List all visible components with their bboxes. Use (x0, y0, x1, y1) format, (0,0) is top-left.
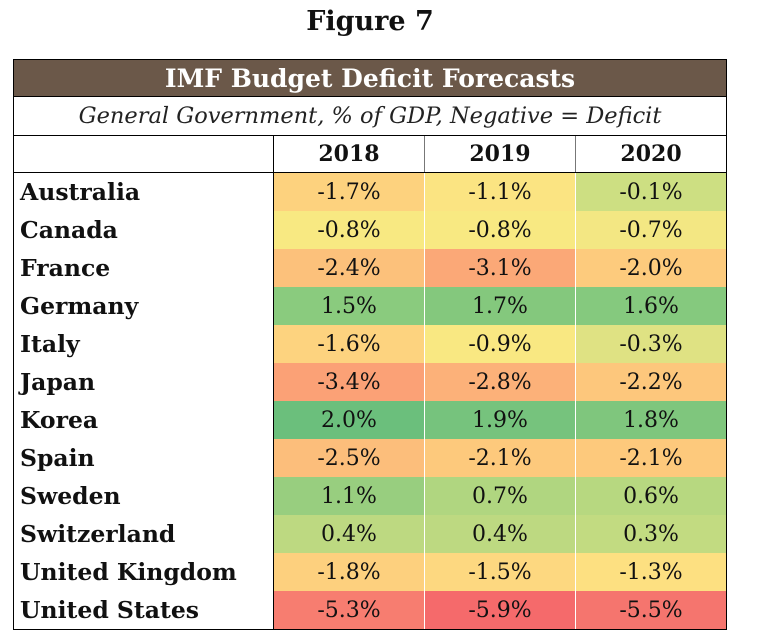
value-cell: -2.1% (575, 439, 728, 477)
value-cell: -0.7% (575, 211, 728, 249)
table-title-row: IMF Budget Deficit Forecasts (12, 59, 728, 97)
value-cell: -0.8% (424, 211, 576, 249)
value-cell: -3.1% (424, 249, 576, 287)
value-cell: 1.1% (273, 477, 425, 515)
value-cell: -2.4% (273, 249, 425, 287)
value-cell: 1.9% (424, 401, 576, 439)
value-cell: -0.9% (424, 325, 576, 363)
value-cell: -2.8% (424, 363, 576, 401)
deficit-forecast-table: IMF Budget Deficit Forecasts General Gov… (12, 59, 728, 630)
table-row: United Kingdom -1.8% -1.5% -1.3% (13, 553, 728, 591)
value-cell: -5.3% (273, 591, 425, 630)
value-cell: 2.0% (273, 401, 425, 439)
value-cell: 1.6% (575, 287, 728, 325)
value-cell: -5.9% (424, 591, 576, 630)
table-row: Canada -0.8% -0.8% -0.7% (13, 211, 728, 249)
header-blank-cell (13, 135, 274, 173)
table-row: Spain -2.5% -2.1% -2.1% (13, 439, 728, 477)
value-cell: -0.3% (575, 325, 728, 363)
country-cell: Korea (13, 401, 274, 439)
value-cell: -1.3% (575, 553, 728, 591)
country-cell: Italy (13, 325, 274, 363)
value-cell: -5.5% (575, 591, 728, 630)
country-cell: Japan (13, 363, 274, 401)
table-row: Italy -1.6% -0.9% -0.3% (13, 325, 728, 363)
value-cell: -2.5% (273, 439, 425, 477)
value-cell: 0.4% (424, 515, 576, 553)
country-cell: Sweden (13, 477, 274, 515)
table-title: IMF Budget Deficit Forecasts (12, 59, 728, 97)
value-cell: -3.4% (273, 363, 425, 401)
value-cell: -2.1% (424, 439, 576, 477)
value-cell: -2.0% (575, 249, 728, 287)
table-subtitle-row: General Government, % of GDP, Negative =… (12, 96, 728, 136)
country-cell: United States (13, 591, 274, 630)
value-cell: 1.5% (273, 287, 425, 325)
value-cell: -1.8% (273, 553, 425, 591)
figure-label: Figure 7 (306, 6, 434, 37)
value-cell: -1.6% (273, 325, 425, 363)
value-cell: 0.6% (575, 477, 728, 515)
value-cell: 0.3% (575, 515, 728, 553)
table-row: United States -5.3% -5.9% -5.5% (13, 591, 728, 630)
table-row: Sweden 1.1% 0.7% 0.6% (13, 477, 728, 515)
country-cell: Australia (13, 172, 274, 211)
value-cell: -1.7% (273, 172, 425, 211)
table-row: Japan -3.4% -2.8% -2.2% (13, 363, 728, 401)
country-cell: France (13, 249, 274, 287)
value-cell: -1.5% (424, 553, 576, 591)
country-cell: Switzerland (13, 515, 274, 553)
deficit-table-wrapper: IMF Budget Deficit Forecasts General Gov… (12, 59, 728, 630)
country-cell: Canada (13, 211, 274, 249)
table-row: Korea 2.0% 1.9% 1.8% (13, 401, 728, 439)
table-row: France -2.4% -3.1% -2.0% (13, 249, 728, 287)
value-cell: -2.2% (575, 363, 728, 401)
country-cell: Spain (13, 439, 274, 477)
year-header-2019: 2019 (424, 135, 576, 173)
table-row: Switzerland 0.4% 0.4% 0.3% (13, 515, 728, 553)
table-subtitle: General Government, % of GDP, Negative =… (12, 96, 728, 136)
value-cell: 0.7% (424, 477, 576, 515)
year-header-2020: 2020 (575, 135, 728, 173)
year-header-2018: 2018 (273, 135, 425, 173)
country-cell: United Kingdom (13, 553, 274, 591)
value-cell: -1.1% (424, 172, 576, 211)
value-cell: -0.1% (575, 172, 728, 211)
value-cell: -0.8% (273, 211, 425, 249)
country-cell: Germany (13, 287, 274, 325)
table-row: Germany 1.5% 1.7% 1.6% (13, 287, 728, 325)
value-cell: 1.8% (575, 401, 728, 439)
value-cell: 0.4% (273, 515, 425, 553)
year-header-row: 2018 2019 2020 (13, 135, 728, 173)
table-row: Australia -1.7% -1.1% -0.1% (13, 172, 728, 211)
value-cell: 1.7% (424, 287, 576, 325)
